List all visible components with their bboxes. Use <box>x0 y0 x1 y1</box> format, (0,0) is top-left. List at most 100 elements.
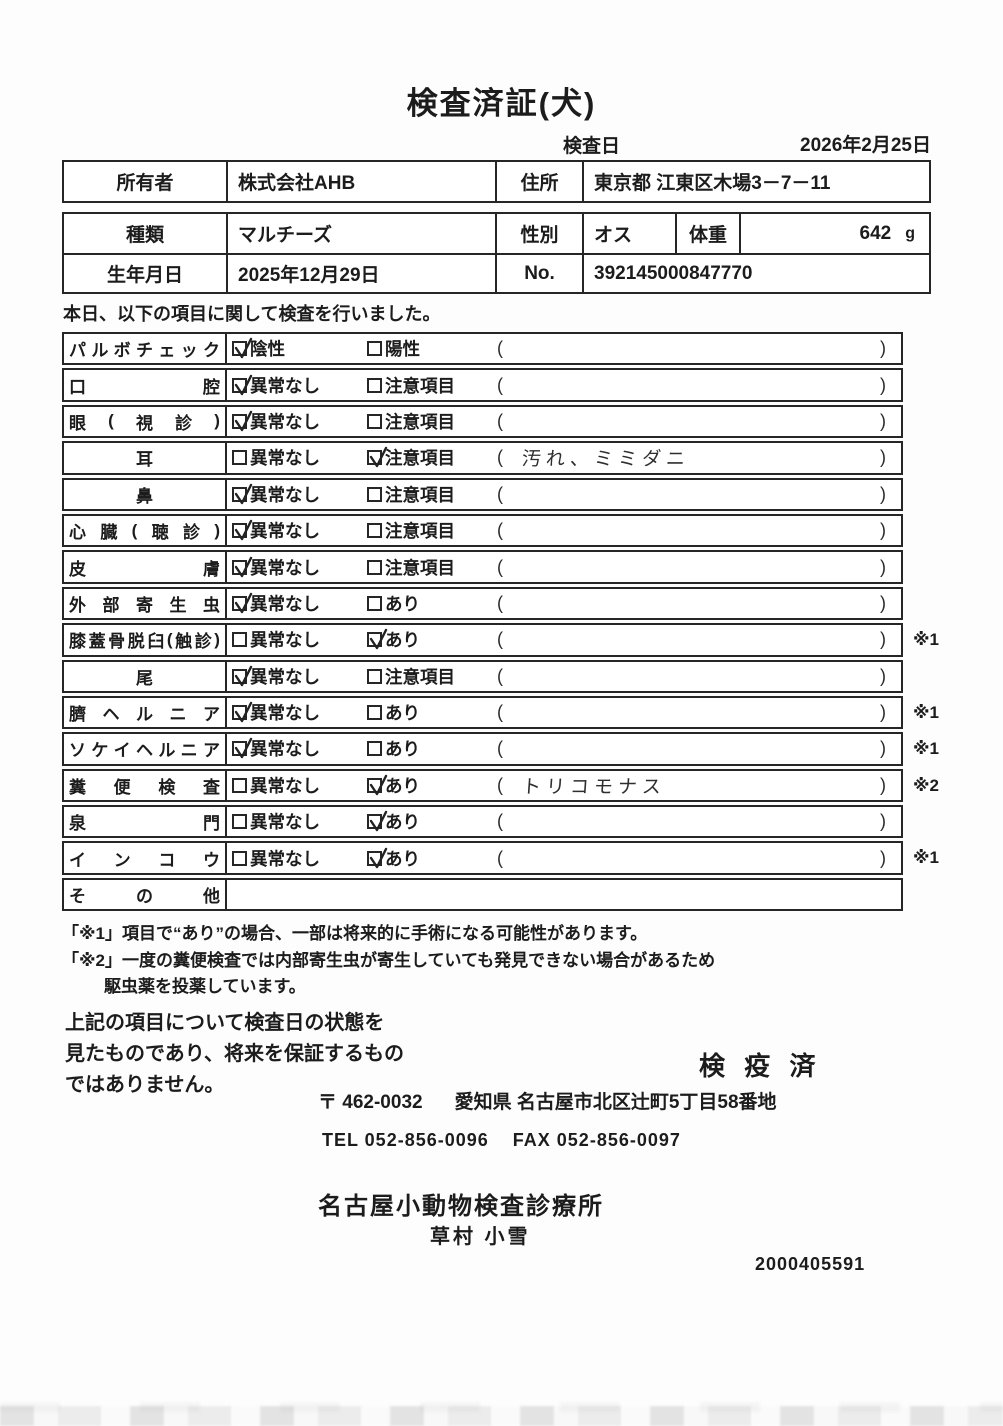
exam-option-label: 異常なし <box>250 557 320 578</box>
note-paren-close: ) <box>880 447 886 468</box>
checkbox-checked[interactable] <box>367 811 388 832</box>
scan-artifact-band <box>0 1406 1003 1426</box>
exam-option-label: 陰性 <box>250 339 285 360</box>
exam-item-label: ソケイヘルニア <box>64 734 227 764</box>
exam-option-opt1: 異常なし <box>232 443 320 472</box>
note-paren-close: ) <box>880 338 886 359</box>
checkbox-unchecked[interactable] <box>232 632 247 648</box>
sex-label: 性別 <box>495 214 582 253</box>
exam-row: 外部寄生虫 異常なし あり () <box>62 586 903 621</box>
checkbox-unchecked[interactable] <box>367 668 382 684</box>
pet-row-1: 種類 マルチーズ 性別 オス 体重 642 g <box>64 214 929 253</box>
note-paren-close: ) <box>880 629 886 650</box>
clinic-tel: TEL 052-856-0096 <box>322 1130 489 1150</box>
exam-option-opt1: 陰性 <box>232 334 285 363</box>
checkbox-checked[interactable] <box>232 738 253 759</box>
exam-option-label: 異常なし <box>250 666 320 687</box>
checkbox-unchecked[interactable] <box>367 377 382 393</box>
exam-option-opt2: あり <box>367 589 420 618</box>
exam-item-label: インコウ <box>64 843 227 873</box>
no-label: No. <box>495 255 582 292</box>
footnote-2-continued: 駆虫薬を投薬しています。 <box>104 977 306 996</box>
checkbox-unchecked[interactable] <box>232 814 247 830</box>
exam-item-label: 糞便検査 <box>64 770 227 801</box>
reference-mark: ※2 <box>913 775 939 795</box>
reference-mark: ※1 <box>913 630 939 650</box>
checkbox-checked[interactable] <box>232 337 253 359</box>
checkbox-checked[interactable] <box>367 774 388 796</box>
exam-item-label: 臍ヘルニア <box>64 697 227 728</box>
exam-option-label: 異常なし <box>250 775 320 796</box>
checkbox-unchecked[interactable] <box>367 705 382 721</box>
exam-item-label: 泉門 <box>64 807 227 837</box>
exam-row: 眼(視診) 異常なし 注意項目 () <box>62 404 903 439</box>
owner-row: 所有者 株式会社AHB 住所 東京都 江東区木場3－7－11 <box>64 162 929 201</box>
checkbox-unchecked[interactable] <box>367 595 382 611</box>
owner-label: 所有者 <box>116 173 174 194</box>
exam-option-opt2: あり <box>367 698 420 727</box>
sex-value: オス <box>582 214 675 253</box>
exam-option-opt2: 注意項目 <box>367 552 455 581</box>
exam-row: インコウ 異常なし あり () ※1 <box>62 841 939 875</box>
quarantine-stamp: 検 疫 済 <box>699 1051 822 1081</box>
exam-option-opt1: 異常なし <box>232 407 320 436</box>
note-paren-open: ( <box>497 520 503 541</box>
exam-option-label: 異常なし <box>250 375 320 396</box>
exam-option-label: あり <box>385 593 420 614</box>
checkbox-unchecked[interactable] <box>367 486 382 502</box>
exam-option-label: あり <box>385 812 420 833</box>
checkbox-checked[interactable] <box>232 701 253 723</box>
checkbox-unchecked[interactable] <box>367 413 382 429</box>
clinic-postal-code: 〒 462-0032 <box>318 1092 423 1113</box>
exam-option-opt2: あり <box>367 625 420 654</box>
exam-option-opt2: 注意項目 <box>367 516 455 545</box>
page-title: 検査済証(犬) <box>406 86 597 121</box>
note-paren-open: ( <box>497 774 503 795</box>
checkbox-unchecked[interactable] <box>367 741 382 757</box>
clinic-name: 名古屋小動物検査診療所 <box>318 1193 604 1220</box>
exam-option-opt2: 注意項目 <box>367 480 455 509</box>
checkbox-checked[interactable] <box>232 374 253 395</box>
disclaimer-line-2: 見たものであり、将来を保証するもの <box>65 1043 404 1065</box>
exam-option-opt2: あり <box>367 771 420 800</box>
pet-table: 種類 マルチーズ 性別 オス 体重 642 g 生年月日 2025年12月29日… <box>62 212 931 294</box>
note-paren-open: ( <box>497 410 503 431</box>
checkbox-checked[interactable] <box>232 592 253 614</box>
exam-option-opt1: 異常なし <box>232 370 320 399</box>
checkbox-unchecked[interactable] <box>367 341 382 357</box>
checkbox-unchecked[interactable] <box>232 777 247 793</box>
owner-address-label: 住所 <box>495 162 582 201</box>
exam-item-label: 皮膚 <box>64 552 227 582</box>
checkbox-checked[interactable] <box>232 665 253 686</box>
exam-item-label: 外部寄生虫 <box>64 588 227 619</box>
note-paren-open: ( <box>497 665 503 686</box>
checkbox-checked[interactable] <box>232 483 253 504</box>
checkbox-unchecked[interactable] <box>232 450 247 466</box>
note-paren-close: ) <box>880 738 886 759</box>
checkbox-checked[interactable] <box>367 847 388 868</box>
exam-table: パルボチェック陰性 陽性() 口腔異常なし 注意項目() 眼(視診) 異常なし 注意項目()… <box>62 332 939 912</box>
inspection-date-label: 検査日 <box>563 136 621 157</box>
intro-text: 本日、以下の項目に関して検査を行いました。 <box>63 304 441 324</box>
breed-label: 種類 <box>125 225 164 246</box>
note-paren-open: ( <box>497 556 503 577</box>
exam-row: その他 <box>62 877 903 912</box>
owner-table: 所有者 株式会社AHB 住所 東京都 江東区木場3－7－11 <box>62 160 931 203</box>
note-paren-close: ) <box>880 410 886 431</box>
checkbox-checked[interactable] <box>367 629 388 650</box>
clinic-phone-line: TEL 052-856-0096 FAX 052-856-0097 <box>322 1130 681 1151</box>
exam-row: パルボチェック 陰性 陽性 () <box>62 332 903 366</box>
checkbox-checked[interactable] <box>232 556 253 577</box>
weight-value: 642 <box>859 222 892 244</box>
checkbox-unchecked[interactable] <box>367 559 382 575</box>
exam-option-opt2: 陽性 <box>367 334 420 363</box>
exam-row: 膝蓋骨脱臼(触診) 異常なし あり () ※1 <box>62 623 939 657</box>
checkbox-unchecked[interactable] <box>232 850 247 866</box>
exam-option-label: 注意項目 <box>385 375 455 396</box>
exam-option-label: 異常なし <box>250 484 320 505</box>
checkbox-checked[interactable] <box>232 410 253 432</box>
checkbox-unchecked[interactable] <box>367 523 382 539</box>
note-paren-open: ( <box>497 374 503 395</box>
checkbox-checked[interactable] <box>367 447 388 468</box>
checkbox-checked[interactable] <box>232 519 253 541</box>
